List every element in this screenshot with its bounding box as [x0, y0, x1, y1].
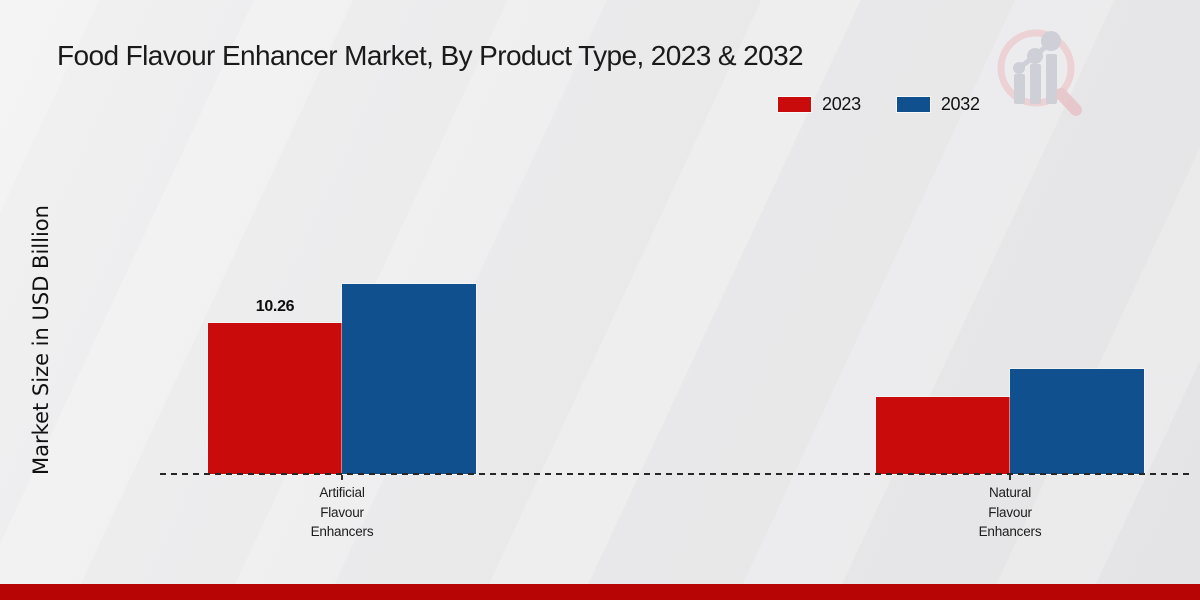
bar-2032-artificial-flavour-enhancers: [342, 284, 476, 474]
category-label-natural-flavour-enhancers: Natural Flavour Enhancers: [978, 485, 1042, 539]
category-label-artificial-flavour-enhancers: Artificial Flavour Enhancers: [310, 485, 374, 539]
bar-2023-artificial-flavour-enhancers: [208, 323, 342, 474]
magnifier-bar-chart-logo-watermark: [997, 29, 1082, 116]
legend-item-2032: 2032: [896, 94, 980, 115]
bar-2032-natural-flavour-enhancers: [1010, 369, 1144, 474]
chart-title: Food Flavour Enhancer Market, By Product…: [57, 40, 804, 71]
legend-label-2032: 2032: [940, 94, 980, 114]
x-tick-artificial-flavour-enhancers: [341, 475, 343, 480]
legend-swatch-2023: [778, 97, 811, 112]
bar-2023-natural-flavour-enhancers: [876, 397, 1010, 474]
footer-brand-bar: [0, 584, 1200, 600]
legend-swatch-2032: [896, 97, 930, 112]
legend: 2023 2032: [778, 94, 980, 115]
legend-label-2023: 2023: [822, 94, 861, 114]
legend-item-2023: 2023: [778, 94, 861, 115]
x-tick-natural-flavour-enhancers: [1009, 475, 1011, 480]
value-label-2023-artificial-flavour-enhancers: 10.26: [255, 298, 295, 315]
x-axis-baseline: [160, 473, 1190, 475]
